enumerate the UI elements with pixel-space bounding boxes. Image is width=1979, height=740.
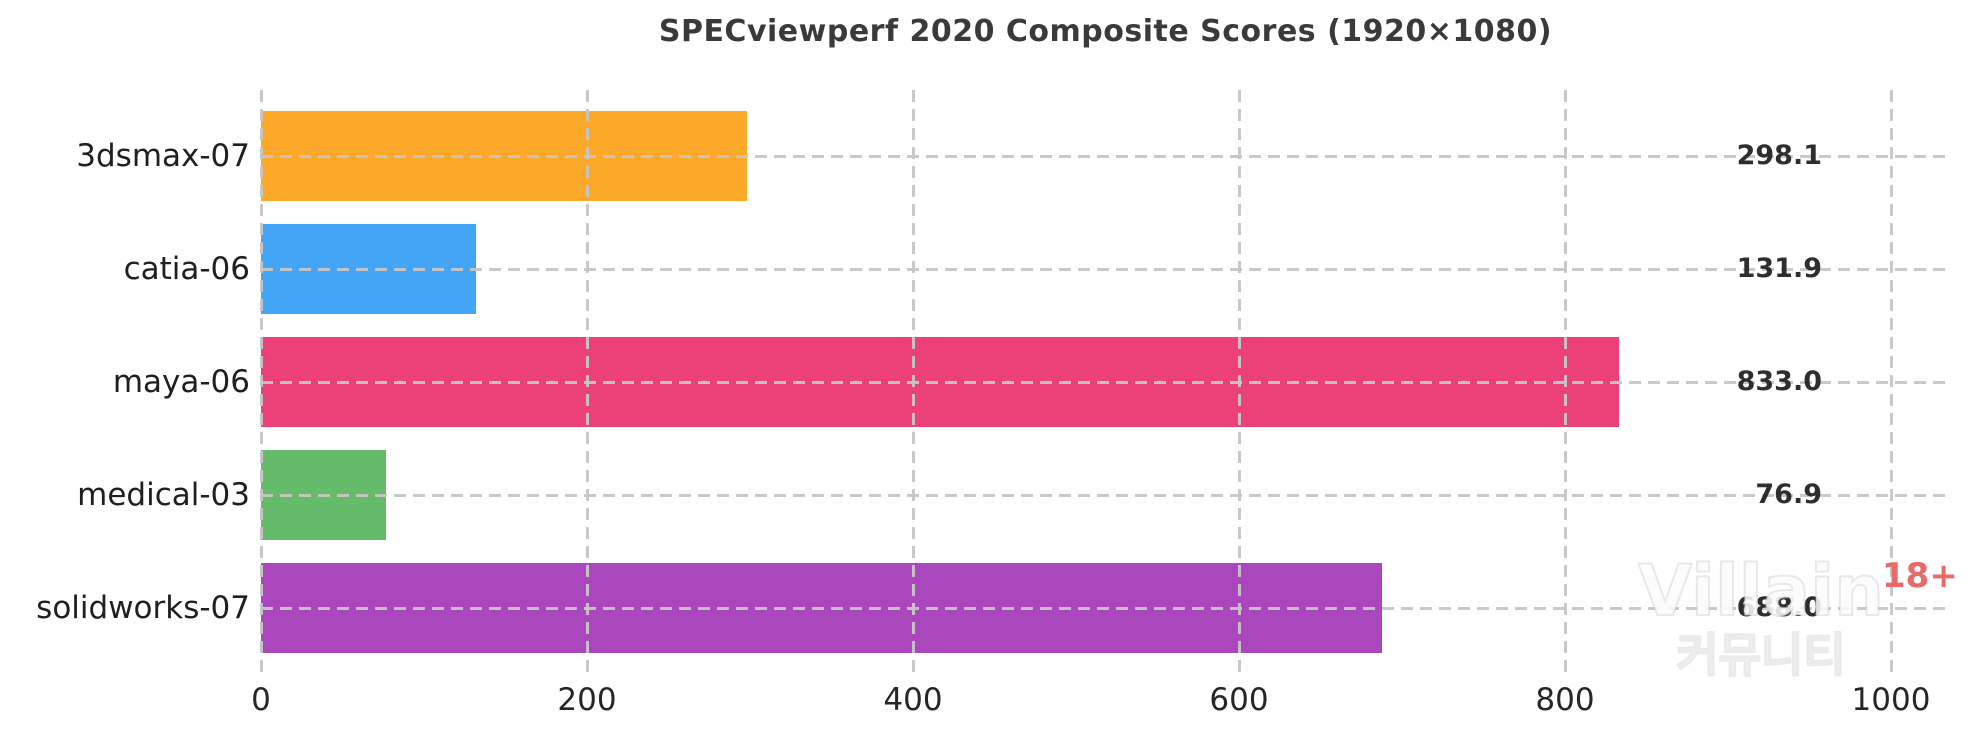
category-label-3dsmax-07: 3dsmax-07 [76,138,250,174]
horizontal-gridline-maya-06 [261,380,1950,384]
value-label-medical-03: 76.9 [1755,479,1822,510]
x-tick-label-1000: 1000 [1851,682,1931,718]
value-label-3dsmax-07: 298.1 [1736,140,1822,171]
x-tick-label-200: 200 [557,682,617,718]
x-tick-label-400: 400 [883,682,943,718]
value-label-maya-06: 833.0 [1736,366,1822,397]
x-tick-label-800: 800 [1535,682,1595,718]
horizontal-gridline-catia-06 [261,267,1950,271]
value-label-catia-06: 131.9 [1736,253,1822,284]
category-label-medical-03: medical-03 [77,477,250,513]
x-tick-label-600: 600 [1209,682,1269,718]
value-label-solidworks-07: 688.0 [1736,592,1822,623]
horizontal-gridline-solidworks-07 [261,606,1950,610]
category-label-catia-06: catia-06 [123,251,250,287]
category-label-solidworks-07: solidworks-07 [36,590,250,626]
category-label-maya-06: maya-06 [112,364,250,400]
horizontal-gridline-3dsmax-07 [261,154,1950,158]
x-tick-label-0: 0 [251,682,271,718]
horizontal-gridline-medical-03 [261,493,1950,497]
age-rating-badge: 18+ [1882,556,1958,596]
chart-title: SPECviewperf 2020 Composite Scores (1920… [658,14,1553,49]
